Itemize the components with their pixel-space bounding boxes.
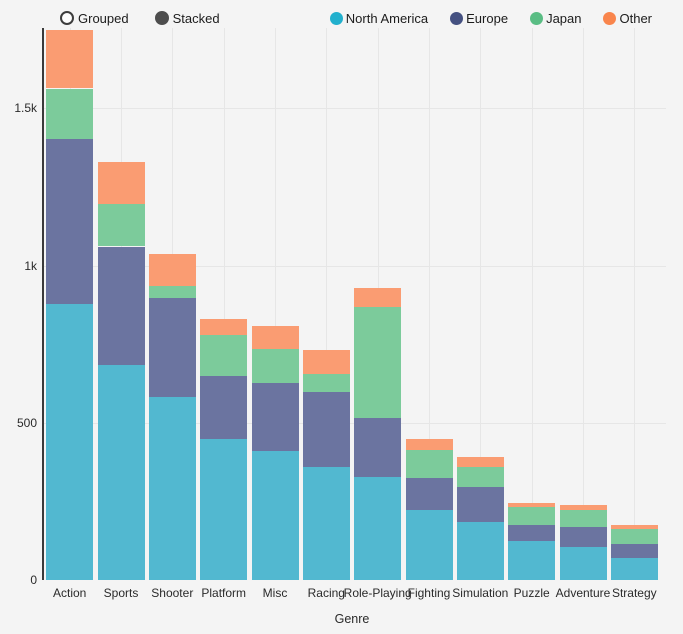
bar-sports-north-america[interactable]	[97, 365, 145, 580]
bar-shooter-north-america[interactable]	[148, 396, 196, 580]
x-tick-label-adventure: Adventure	[555, 586, 611, 600]
legend-label-europe: Europe	[466, 10, 509, 26]
legend-item-europe[interactable]: Europe	[450, 11, 508, 26]
y-tick-label-1.5k: 1.5k	[14, 101, 37, 116]
bar-sports-europe[interactable]	[97, 246, 145, 365]
legend-item-japan[interactable]: Japan	[530, 11, 581, 26]
bar-racing-north-america[interactable]	[302, 467, 350, 580]
radio-grouped[interactable]: Grouped	[60, 11, 129, 26]
gridline-x-misc	[275, 28, 276, 580]
y-tick-label-500: 500	[16, 415, 37, 430]
bar-action-north-america[interactable]	[46, 303, 94, 580]
y-tick-label-0: 0	[30, 573, 37, 587]
bar-misc-other[interactable]	[251, 325, 299, 350]
gridline-x-platform	[223, 28, 225, 580]
bar-action-europe[interactable]	[46, 138, 94, 304]
bar-shooter-other[interactable]	[148, 253, 196, 287]
legend-swatch-other-icon	[603, 11, 617, 25]
chart-mode-controls: Grouped Stacked	[60, 8, 220, 28]
bar-misc-north-america[interactable]	[251, 451, 299, 580]
bar-strategy-japan[interactable]	[610, 528, 658, 545]
legend-item-other[interactable]: Other	[603, 11, 652, 26]
bar-role-playing-other[interactable]	[354, 288, 402, 307]
gridline-x-racing	[326, 28, 328, 580]
bar-adventure-europe[interactable]	[559, 526, 607, 547]
bar-sports-other[interactable]	[97, 161, 145, 204]
bar-puzzle-europe[interactable]	[508, 525, 556, 542]
legend-label-other: Other	[619, 10, 652, 26]
bar-shooter-japan[interactable]	[148, 286, 196, 299]
bar-fighting-north-america[interactable]	[405, 509, 453, 580]
bar-platform-north-america[interactable]	[200, 439, 248, 580]
bar-strategy-other[interactable]	[610, 525, 658, 529]
bar-simulation-other[interactable]	[456, 456, 504, 467]
gridline-x-fighting	[429, 28, 430, 580]
bar-action-japan[interactable]	[46, 88, 94, 139]
bar-shooter-europe[interactable]	[148, 298, 196, 397]
radio-stacked[interactable]: Stacked	[154, 10, 220, 26]
gridline-y-1k	[44, 265, 666, 267]
legend-label-north-america: North America	[345, 10, 429, 26]
bar-platform-europe[interactable]	[200, 376, 248, 440]
bar-adventure-north-america[interactable]	[559, 546, 607, 580]
bar-fighting-europe[interactable]	[405, 477, 453, 510]
bar-misc-japan[interactable]	[251, 349, 299, 383]
x-tick-label-platform: Platform	[201, 586, 247, 600]
bar-simulation-europe[interactable]	[456, 486, 504, 523]
gridline-x-strategy	[634, 28, 636, 580]
x-tick-label-shooter: Shooter	[151, 586, 194, 600]
x-axis-title: Genre	[334, 612, 370, 626]
x-tick-label-role-playing: Role-Playing	[343, 586, 412, 600]
legend-swatch-japan-icon	[530, 11, 544, 25]
bar-platform-other[interactable]	[200, 318, 248, 335]
bar-action-other[interactable]	[46, 29, 94, 89]
x-tick-label-puzzle: Puzzle	[513, 586, 550, 600]
radio-grouped-label: Grouped	[78, 10, 129, 26]
bar-strategy-europe[interactable]	[610, 544, 658, 559]
x-tick-label-misc: Misc	[262, 586, 288, 600]
x-tick-label-strategy: Strategy	[611, 586, 657, 600]
x-tick-label-action: Action	[53, 586, 87, 600]
legend-swatch-north-america-icon	[329, 11, 343, 25]
bar-adventure-other[interactable]	[559, 504, 607, 511]
bar-puzzle-japan[interactable]	[508, 507, 556, 526]
legend: North America Europe Japan Other	[329, 8, 652, 28]
gridline-x-simulation	[480, 28, 482, 580]
legend-swatch-europe-icon	[450, 11, 464, 25]
radio-grouped-icon	[60, 11, 74, 25]
bar-role-playing-north-america[interactable]	[354, 477, 402, 580]
y-axis-line	[42, 28, 44, 580]
legend-label-japan: Japan	[546, 10, 582, 26]
bar-simulation-japan[interactable]	[456, 466, 504, 487]
radio-stacked-icon	[154, 11, 169, 25]
bar-sports-japan[interactable]	[97, 203, 145, 247]
bar-strategy-north-america[interactable]	[610, 558, 658, 580]
x-tick-label-fighting: Fighting	[407, 586, 451, 600]
bar-puzzle-north-america[interactable]	[508, 541, 556, 580]
x-tick-label-racing: Racing	[307, 586, 345, 600]
gridline-x-adventure	[583, 28, 584, 580]
bar-puzzle-other[interactable]	[508, 503, 556, 507]
bar-role-playing-europe[interactable]	[354, 417, 402, 478]
gridline-x-puzzle	[531, 28, 533, 580]
bar-fighting-other[interactable]	[405, 438, 453, 451]
bar-misc-europe[interactable]	[251, 383, 299, 451]
legend-item-north-america[interactable]: North America	[329, 10, 429, 26]
bar-role-playing-japan[interactable]	[354, 307, 402, 418]
radio-stacked-label: Stacked	[172, 10, 220, 26]
x-tick-label-sports: Sports	[103, 586, 139, 600]
bar-adventure-japan[interactable]	[559, 510, 607, 527]
bar-racing-japan[interactable]	[302, 374, 350, 392]
bar-racing-europe[interactable]	[302, 392, 350, 467]
bar-platform-japan[interactable]	[200, 334, 248, 376]
y-tick-label-1k: 1k	[24, 258, 37, 273]
gridline-y-1.5k	[44, 108, 666, 110]
bar-fighting-japan[interactable]	[405, 450, 453, 478]
bar-racing-other[interactable]	[302, 349, 350, 375]
bar-simulation-north-america[interactable]	[456, 522, 504, 580]
x-tick-label-simulation: Simulation	[452, 586, 509, 600]
